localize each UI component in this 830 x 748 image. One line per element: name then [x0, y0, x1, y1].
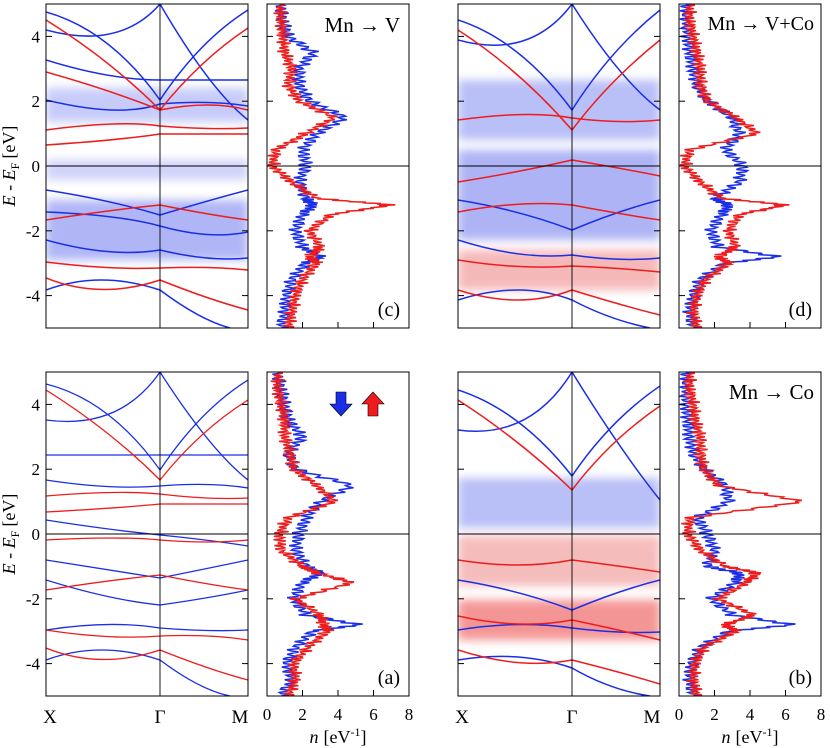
- dos-tick-label: 6: [369, 705, 378, 724]
- y-axis-title-bottom-main: E - E: [0, 537, 19, 575]
- band-structure-d: [458, 4, 660, 328]
- panel-title-c: Mn → V: [325, 13, 400, 37]
- dos-line-up-b: [681, 372, 803, 696]
- y-axis-title-top-main: E - E: [0, 169, 19, 207]
- dos-c: [267, 4, 396, 328]
- spin-up-arrow-icon: [361, 391, 385, 417]
- energy-tick-label: 2: [32, 92, 41, 111]
- dos-tick-label: 8: [405, 705, 414, 724]
- x-axis-title-dos-right-sup: -1: [762, 725, 772, 739]
- dos-tick-label: 6: [781, 705, 790, 724]
- x-axis-title-dos-left-n: n: [310, 727, 319, 747]
- dos-d: [679, 4, 790, 328]
- energy-tick-label: 0: [32, 157, 41, 176]
- kpath-label-m-left: M: [232, 707, 249, 728]
- band-structure-b: [458, 372, 660, 696]
- y-axis-title-top-sub: F: [8, 162, 22, 169]
- panel-label-b: (b): [789, 667, 812, 689]
- dos-tick-label: 0: [263, 705, 272, 724]
- x-axis-title-dos-left-unit: [eV: [324, 727, 351, 747]
- panel-a: (a): [45, 371, 410, 697]
- panel-label-a: (a): [378, 667, 400, 689]
- energy-tick-label: -4: [26, 655, 41, 674]
- energy-tick-label: -4: [26, 287, 41, 306]
- kpath-label-x-right: X: [455, 707, 469, 728]
- dos-tick-label: 8: [817, 705, 826, 724]
- x-axis-title-dos-left: n [eV-1]: [310, 725, 367, 747]
- panel-label-d: (d): [789, 299, 812, 321]
- kpath-label-gamma-left: Γ: [155, 707, 166, 728]
- dos-tick-label: 4: [334, 705, 343, 724]
- band-blur-d: [458, 80, 660, 290]
- band-blur-b: [458, 478, 660, 640]
- x-axis-title-dos-right-unit: [eV: [736, 727, 763, 747]
- energy-tick-label: 4: [32, 27, 41, 46]
- dos-tick-label: 4: [746, 705, 755, 724]
- kpath-label-gamma-right: Γ: [567, 707, 578, 728]
- energy-tick-label: 4: [32, 395, 41, 414]
- y-axis-title-top-unit: [eV]: [0, 126, 19, 159]
- panel-label-c: (c): [378, 299, 400, 321]
- dos-line-up-a: [270, 372, 355, 696]
- x-axis-title-dos-right-close: ]: [772, 727, 778, 747]
- panel-d: Mn → V+Co (d): [457, 3, 822, 329]
- kpath-label-m-right: M: [644, 707, 661, 728]
- y-axis-title-bottom-unit: [eV]: [0, 494, 19, 527]
- dos-tick-label: 2: [298, 705, 307, 724]
- dos-a: [270, 372, 363, 696]
- dos-tick-label: 2: [710, 705, 719, 724]
- y-axis-title-top: E - EF [eV]: [0, 126, 22, 208]
- energy-tick-label: -2: [26, 222, 40, 241]
- dos-b: [679, 372, 803, 696]
- dos-line-down-a: [271, 372, 363, 696]
- x-axis-title-dos-right-n: n: [722, 727, 731, 747]
- panel-c: Mn → V (c): [45, 3, 410, 329]
- panel-title-d: Mn → V+Co: [708, 13, 814, 35]
- dos-line-up-c: [267, 4, 396, 328]
- dos-line-down-b: [679, 372, 796, 696]
- panel-title-b: Mn → Co: [729, 380, 814, 404]
- spin-down-arrow-icon: [329, 391, 353, 417]
- y-axis-title-bottom-sub: F: [8, 530, 22, 537]
- x-axis-title-dos-left-sup: -1: [350, 725, 360, 739]
- y-axis-title-bottom: E - EF [eV]: [0, 494, 22, 576]
- dos-line-up-d: [679, 4, 790, 328]
- energy-tick-label: 2: [32, 460, 41, 479]
- energy-tick-label: -2: [26, 590, 40, 609]
- kpath-label-x-left: X: [43, 707, 57, 728]
- panel-b: Mn → Co (b): [457, 371, 822, 697]
- x-axis-title-dos-right: n [eV-1]: [722, 725, 779, 747]
- axis-ticks: -4 -2 0 2 4 -4 -2 0 2 4 0 2 4 6 8 0 2 4 6 8: [26, 27, 825, 724]
- x-axis-title-dos-left-close: ]: [360, 727, 366, 747]
- energy-tick-label: 0: [32, 525, 41, 544]
- dos-tick-label: 0: [675, 705, 684, 724]
